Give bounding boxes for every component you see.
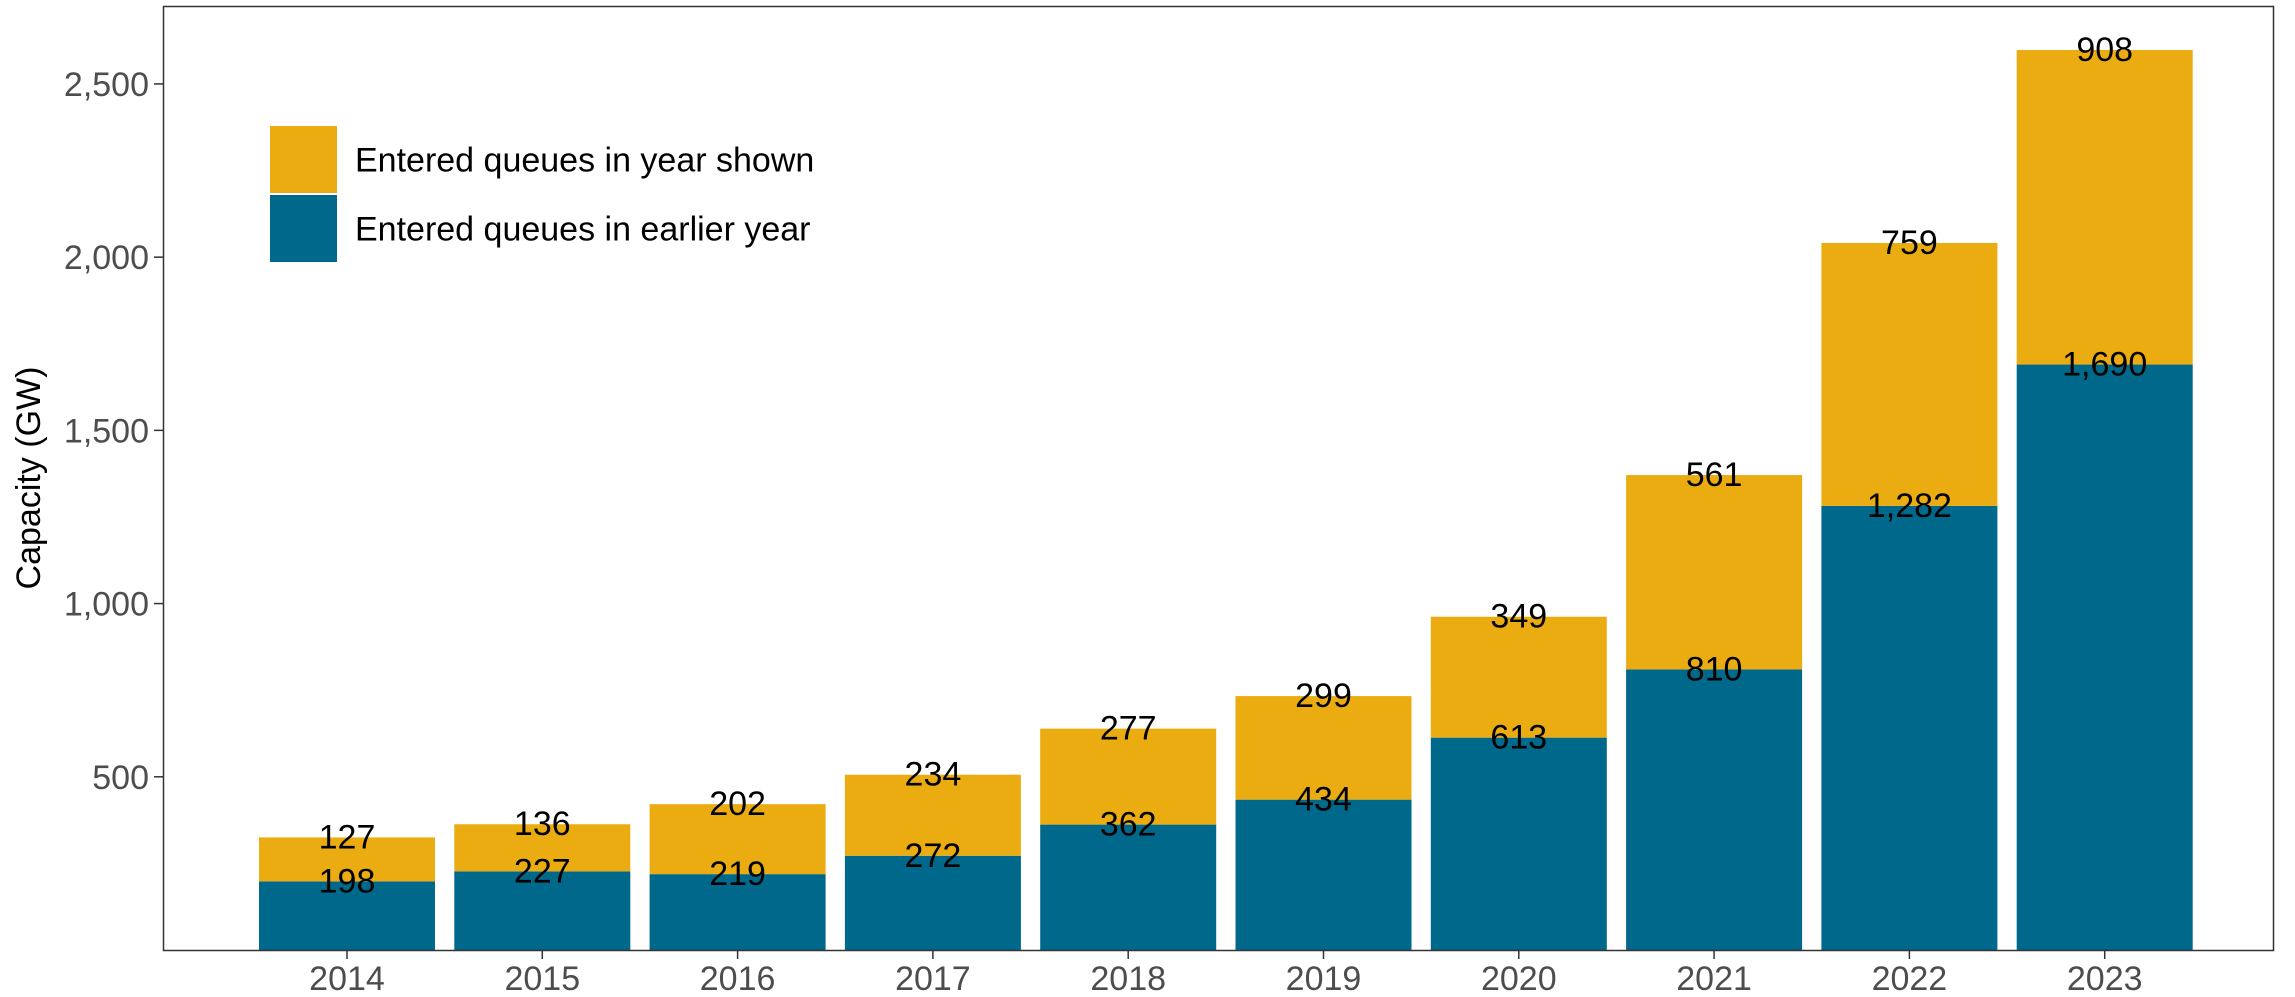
data-label-earlier-year-2017: 272 [905,837,962,875]
y-tick-label: 2,500 [64,66,149,104]
x-tick-label: 2016 [700,960,776,997]
bar-earlier-year-2017 [844,855,1021,950]
data-label-year-shown-2019: 299 [1295,677,1352,715]
legend: Entered queues in year shown Entered queu… [270,126,814,262]
bar-year-shown-2023 [2016,49,2193,365]
legend-key-year-shown [270,126,337,193]
bar-year-shown-2018 [1040,728,1217,825]
bar-earlier-year-2021 [1626,669,1803,950]
x-tick-label: 2021 [1676,960,1752,997]
data-labels-layer: 198 127 227 136 219 202 272 234 362 277 434 299 613 3… [319,31,2148,900]
data-label-year-shown-2017: 234 [905,756,962,794]
bar-earlier-year-2014 [259,881,435,950]
legend-key-earlier-year [270,195,337,262]
data-label-earlier-year-2023: 1,690 [2062,346,2147,384]
bar-year-shown-2020 [1430,616,1607,738]
bar-earlier-year-2016 [649,874,826,950]
bar-year-shown-2019 [1235,696,1412,800]
data-label-year-shown-2014: 127 [319,818,376,856]
data-label-year-shown-2020: 349 [1490,598,1547,636]
bar-earlier-year-2022 [1821,505,1998,950]
data-label-year-shown-2016: 202 [709,785,766,823]
bar-year-shown-2016 [649,804,826,875]
data-label-year-shown-2018: 277 [1100,710,1157,748]
data-label-year-shown-2015: 136 [514,805,571,843]
bar-earlier-year-2019 [1235,799,1412,950]
y-tick-label: 1,500 [64,412,149,450]
data-label-earlier-year-2020: 613 [1490,719,1547,757]
legend-label-earlier-year: Entered queues in earlier year [355,211,811,249]
bar-year-shown-2014 [259,837,435,882]
bar-year-shown-2022 [1821,242,1998,506]
x-tick-label: 2020 [1481,960,1557,997]
data-label-earlier-year-2021: 810 [1686,650,1743,688]
y-axis-title: Capacity (GW) [10,367,48,590]
data-label-earlier-year-2015: 227 [514,852,571,890]
y-tick-label: 1,000 [64,586,149,624]
bar-year-shown-2021 [1626,475,1803,670]
bar-year-shown-2015 [454,824,631,872]
data-label-earlier-year-2016: 219 [709,855,766,893]
y-tick-label: 2,000 [64,239,149,277]
y-tick-label: 500 [92,759,149,797]
x-tick-label: 2019 [1286,960,1362,997]
x-tick-label: 2014 [309,960,385,997]
bars-layer [259,49,2193,951]
x-tick-label: 2015 [504,960,580,997]
x-tick-label: 2018 [1090,960,1166,997]
data-label-earlier-year-2022: 1,282 [1867,487,1952,525]
y-axis: 500 1,000 1,500 2,000 2,500 [64,66,163,797]
data-label-year-shown-2023: 908 [2076,31,2133,69]
x-tick-label: 2022 [1872,960,1948,997]
data-label-year-shown-2022: 759 [1881,224,1938,262]
x-tick-label: 2023 [2067,960,2143,997]
bar-earlier-year-2020 [1430,737,1607,950]
data-label-earlier-year-2018: 362 [1100,806,1157,844]
bar-year-shown-2017 [844,774,1021,856]
data-label-earlier-year-2019: 434 [1295,781,1352,819]
plot-panel-border [162,5,2275,952]
bar-earlier-year-2018 [1040,824,1217,950]
legend-label-year-shown: Entered queues in year shown [355,142,814,180]
x-tick-label: 2017 [895,960,971,997]
x-axis: 2014 2015 2016 2017 2018 2019 2020 2021 2022 2023 [309,950,2143,997]
data-label-earlier-year-2014: 198 [319,862,376,900]
data-label-year-shown-2021: 561 [1686,456,1743,494]
bar-earlier-year-2015 [454,871,631,950]
bar-earlier-year-2023 [2016,364,2193,951]
